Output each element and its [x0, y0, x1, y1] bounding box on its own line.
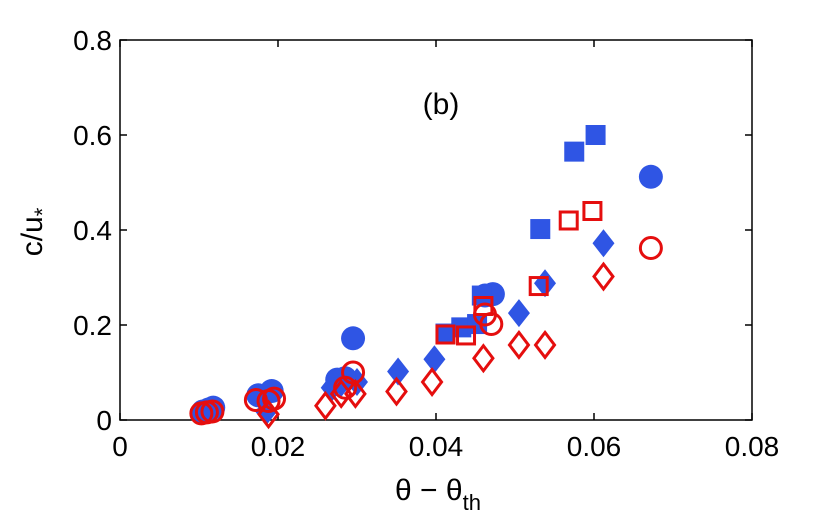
series-filled-diamonds — [255, 229, 615, 426]
data-point-open-diamonds — [420, 367, 444, 397]
x-axis-label-main: θ − θ — [395, 474, 463, 507]
y-axis-label-sub: * — [30, 207, 55, 216]
data-point-filled-diamonds — [387, 357, 410, 386]
y-tick-label: 0.6 — [73, 120, 112, 151]
series-open-squares — [435, 201, 603, 346]
x-tick-label: 0.08 — [725, 431, 780, 462]
x-axis-label: θ − θth — [395, 474, 481, 515]
data-point-filled-squares — [471, 285, 492, 306]
y-tick-label: 0.4 — [73, 215, 112, 246]
panel-label: (b) — [423, 88, 460, 121]
y-tick-label: 0.8 — [73, 25, 112, 56]
data-point-open-squares — [456, 325, 477, 346]
data-point-open-diamonds — [472, 343, 495, 374]
y-axis-label-main: c/u — [16, 216, 49, 256]
data-point-open-squares — [435, 324, 456, 345]
data-point-filled-diamonds — [423, 345, 446, 374]
data-point-filled-squares — [585, 125, 606, 145]
data-point-open-squares — [558, 210, 579, 231]
data-point-filled-squares — [435, 323, 456, 344]
data-point-open-diamonds — [533, 329, 557, 360]
data-point-open-diamonds — [507, 329, 531, 360]
y-axis-label: c/u* — [16, 207, 55, 256]
data-point-filled-squares — [564, 141, 585, 162]
x-axis-label-sub: th — [463, 490, 481, 515]
data-point-filled-squares — [530, 219, 551, 240]
data-point-open-circles — [638, 236, 663, 261]
data-point-open-squares — [528, 276, 549, 297]
data-point-open-squares — [582, 201, 603, 221]
data-point-open-diamonds — [257, 399, 280, 430]
data-point-open-diamonds — [344, 378, 367, 409]
x-tick-label: 0.02 — [251, 431, 306, 462]
data-point-filled-circles — [341, 326, 366, 351]
data-point-open-diamonds — [385, 376, 408, 407]
y-tick-label: 0.2 — [73, 310, 112, 341]
data-point-filled-diamonds — [534, 269, 557, 298]
data-point-filled-circles — [638, 164, 663, 189]
y-tick-label: 0 — [96, 405, 112, 436]
ticks-layer: 0 0.02 0.04 0.06 0.08 0 0.2 0.4 0.6 0.8 — [73, 25, 779, 462]
data-point-open-circles — [200, 399, 225, 424]
x-tick-label: 0 — [112, 431, 128, 462]
data-point-open-diamonds — [314, 390, 337, 421]
series-open-diamonds — [257, 261, 615, 430]
data-point-filled-diamonds — [592, 229, 615, 258]
data-point-filled-diamonds — [507, 299, 530, 328]
data-point-open-diamonds — [592, 261, 615, 292]
points-layer — [189, 125, 663, 430]
data-point-open-circles — [243, 388, 268, 413]
data-point-open-squares — [473, 296, 494, 316]
x-tick-label: 0.04 — [409, 431, 464, 462]
x-tick-label: 0.06 — [567, 431, 622, 462]
